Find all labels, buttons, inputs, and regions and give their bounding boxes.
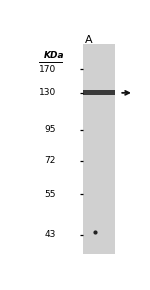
Text: 130: 130	[39, 88, 56, 97]
Text: 43: 43	[45, 230, 56, 239]
Text: 170: 170	[39, 65, 56, 74]
Bar	[83, 90, 115, 95]
Text: KDa: KDa	[43, 52, 64, 61]
Text: 95: 95	[44, 125, 56, 134]
Text: 55: 55	[44, 190, 56, 199]
Text: A: A	[85, 35, 92, 45]
Bar	[83, 44, 115, 254]
Text: 72: 72	[45, 157, 56, 166]
